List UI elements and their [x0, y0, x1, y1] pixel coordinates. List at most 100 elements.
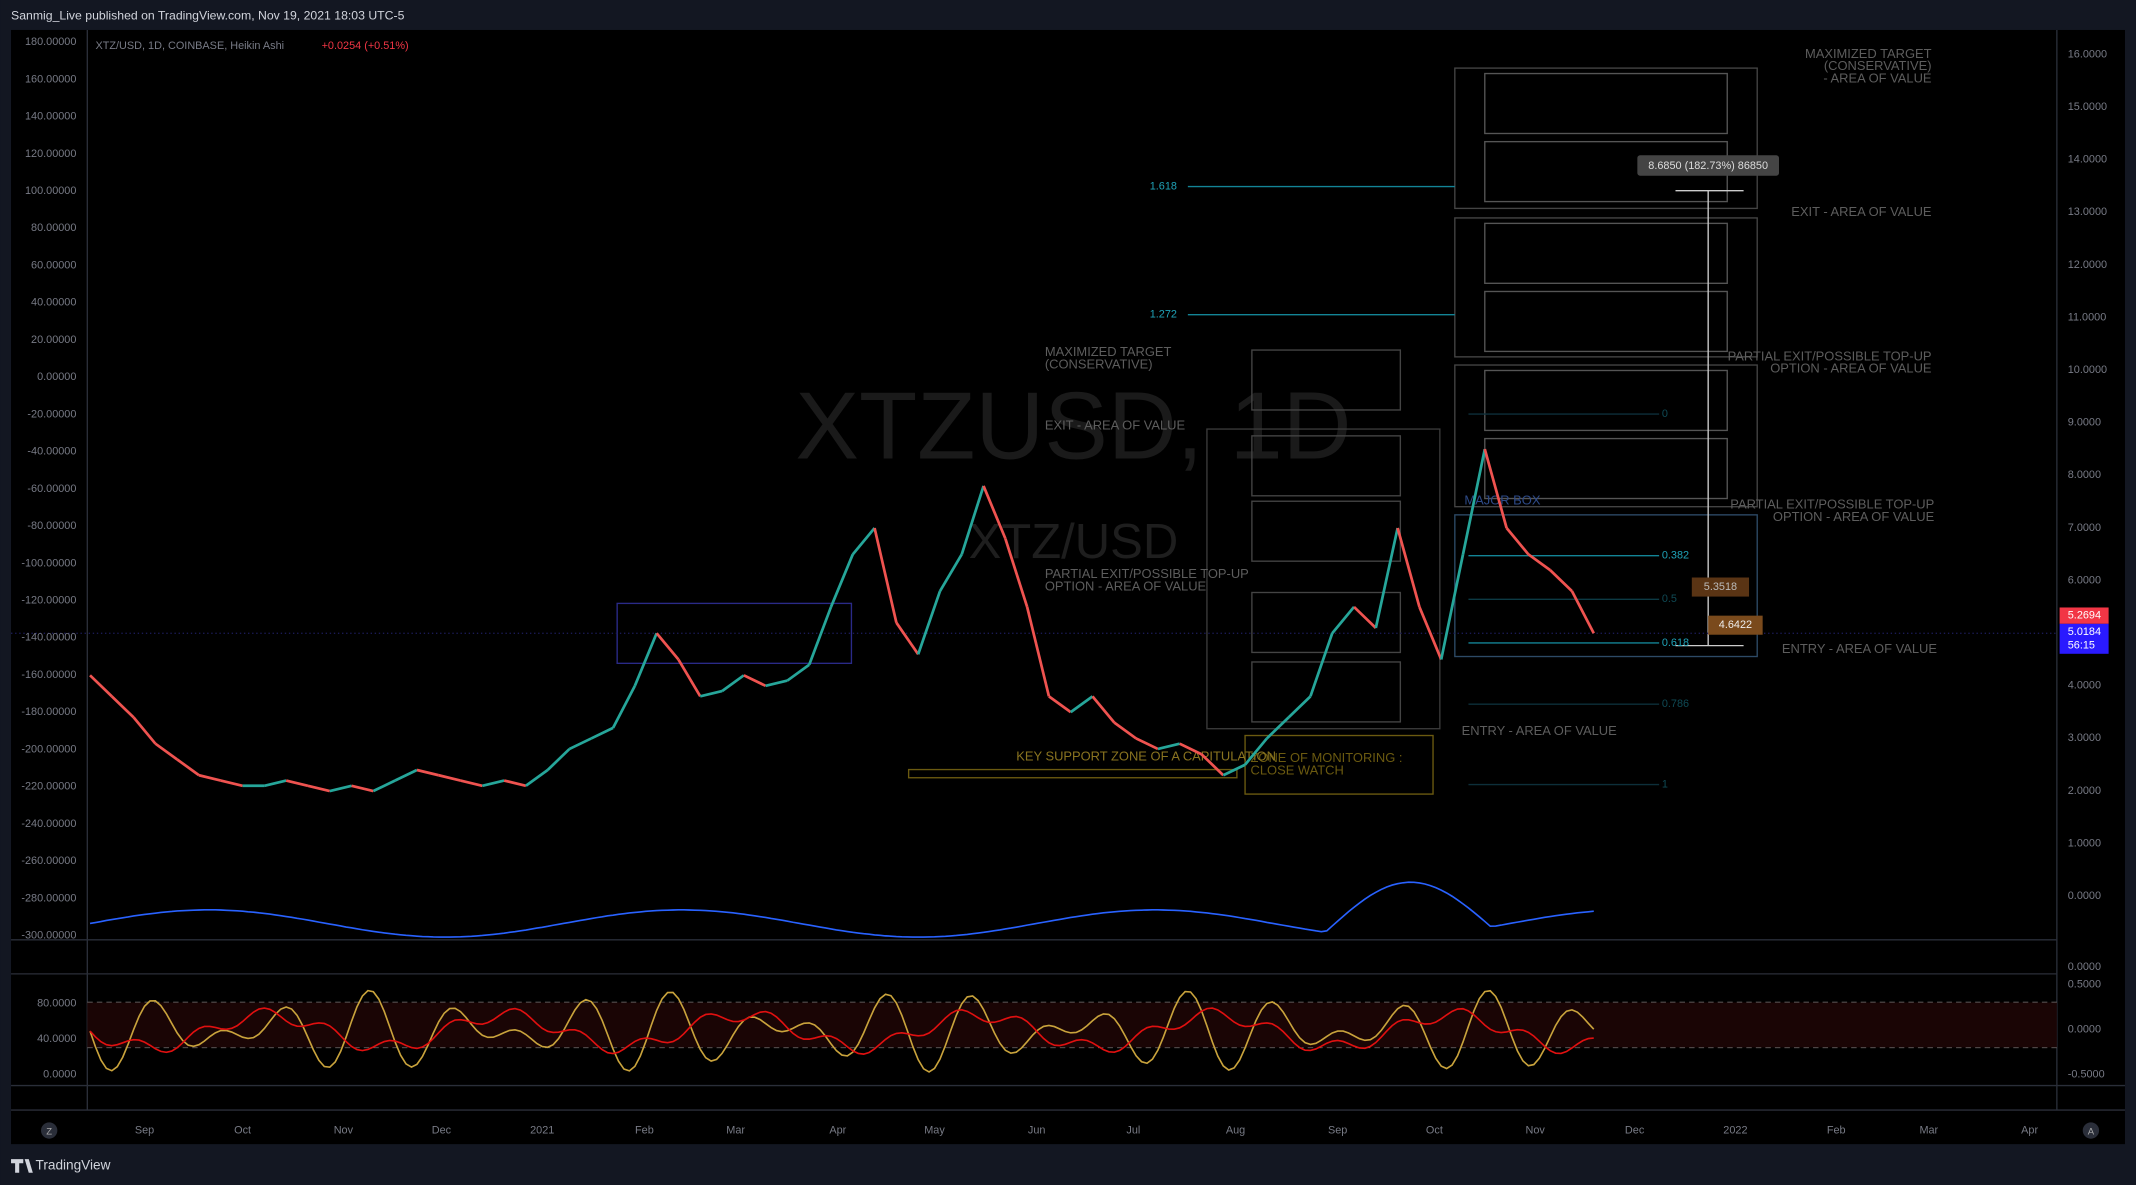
- left-axis-label: -280.00000: [21, 892, 76, 904]
- right-axis-label: 8.0000: [2068, 469, 2101, 481]
- left-axis-label: -200.00000: [21, 743, 76, 755]
- annotation: (CONSERVATIVE): [1045, 356, 1153, 371]
- legend-change: +0.0254 (+0.51%): [322, 40, 409, 52]
- right-axis-label: 3.0000: [2068, 732, 2101, 744]
- price-segment: [1113, 721, 1137, 740]
- price-segment: [460, 779, 483, 788]
- rsi-line: [89, 1007, 1594, 1055]
- price-segment: [1374, 527, 1399, 629]
- label-bg: [1708, 615, 1763, 635]
- price-segment: [1091, 695, 1116, 724]
- annotation: PARTIAL EXIT/POSSIBLE TOP-UP: [1730, 497, 1934, 512]
- right-axis-label: 2.0000: [2068, 785, 2101, 797]
- price-segment: [1331, 606, 1356, 635]
- header-title: Sanmig_Live published on TradingView.com…: [11, 9, 405, 23]
- right-axis-label: 12.0000: [2068, 259, 2107, 271]
- scale-button[interactable]: [2082, 1122, 2100, 1139]
- fib-label: 1.618: [1150, 180, 1177, 192]
- box: [616, 602, 853, 665]
- price-segment: [851, 527, 876, 556]
- time-axis-label: 2022: [1723, 1124, 1747, 1136]
- left-axis-label: 40.00000: [31, 297, 76, 309]
- price-segment: [1200, 753, 1225, 777]
- price-segment: [1244, 737, 1268, 766]
- left-axis-label: -260.00000: [21, 855, 76, 867]
- measure-label: 8.6850 (182.73%) 86850: [1648, 160, 1768, 172]
- price-segment: [829, 553, 855, 608]
- scale-button[interactable]: [41, 1122, 58, 1139]
- box: [1251, 435, 1402, 497]
- time-axis-label: Jul: [1126, 1124, 1140, 1136]
- indicator-left-label: 80.0000: [37, 998, 76, 1010]
- price-segment: [481, 779, 505, 788]
- right-axis-label: 4.0000: [2068, 680, 2101, 692]
- price-segment: [960, 485, 985, 555]
- right-axis-label: 10.0000: [2068, 364, 2107, 376]
- right-axis-label: 9.0000: [2068, 417, 2101, 429]
- footer-brand: TradingView: [36, 1158, 111, 1173]
- box: [1251, 500, 1402, 562]
- watermark: XTZ/USD: [969, 515, 1179, 569]
- scale-button-label[interactable]: A: [2088, 1126, 2095, 1137]
- price-segment: [1527, 553, 1551, 572]
- fib-label: 0.5: [1662, 593, 1677, 605]
- price-segment: [568, 737, 592, 751]
- time-axis-label: Nov: [1526, 1124, 1546, 1136]
- price-segment: [938, 553, 963, 592]
- price-segment: [285, 779, 309, 788]
- time-axis-label: Feb: [635, 1124, 654, 1136]
- price-segment: [525, 768, 549, 787]
- indicator-right-label: 0.0000: [2068, 961, 2101, 973]
- price-segment: [1418, 606, 1443, 661]
- left-axis-label: -160.00000: [21, 669, 76, 681]
- left-axis-label: 140.00000: [25, 111, 76, 123]
- time-axis-label: Oct: [234, 1124, 251, 1136]
- time-axis-label: Jun: [1028, 1124, 1046, 1136]
- time-axis-label: Dec: [1625, 1124, 1645, 1136]
- annotation: EXIT - AREA OF VALUE: [1791, 204, 1932, 219]
- price-label: 4.6422: [1719, 619, 1752, 631]
- price-segment: [1549, 569, 1573, 593]
- time-axis-label: Aug: [1226, 1124, 1245, 1136]
- price-segment: [655, 632, 680, 661]
- price-segment: [307, 784, 331, 793]
- price-segment: [721, 674, 745, 693]
- axes: 180.00000160.00000140.00000120.00000100.…: [21, 36, 2107, 1136]
- price-segment: [590, 726, 614, 740]
- price-segment: [394, 768, 418, 782]
- time-axis-label: May: [924, 1124, 945, 1136]
- price-label: 5.3518: [1704, 581, 1737, 593]
- annotation: (CONSERVATIVE): [1824, 58, 1932, 73]
- left-axis-label: -60.00000: [27, 483, 76, 495]
- indicator-left-label: 40.0000: [37, 1033, 76, 1045]
- left-axis-label: 20.00000: [31, 334, 76, 346]
- price-segment: [633, 632, 658, 687]
- price-segment: [1505, 527, 1530, 556]
- price-segment: [1265, 716, 1290, 740]
- annotation: PARTIAL EXIT/POSSIBLE TOP-UP: [1728, 348, 1932, 363]
- price-segment: [786, 663, 811, 682]
- right-axis-label: 11.0000: [2068, 311, 2107, 323]
- price-segment: [1179, 742, 1203, 756]
- time-axis-label: Feb: [1827, 1124, 1846, 1136]
- time-axis-label: Oct: [1426, 1124, 1443, 1136]
- price-segment: [1439, 554, 1465, 660]
- left-axis-label: -20.00000: [27, 408, 76, 420]
- left-axis-label: -220.00000: [21, 781, 76, 793]
- time-axis-label: Mar: [726, 1124, 745, 1136]
- price-segment: [416, 768, 440, 777]
- price-tag: [2059, 623, 2109, 654]
- box: [1206, 428, 1441, 730]
- right-axis-label: 15.0000: [2068, 101, 2107, 113]
- annotation: OPTION - AREA OF VALUE: [1770, 361, 1932, 376]
- scale-button-label[interactable]: Z: [46, 1126, 52, 1137]
- indicator-right-label: -0.5000: [2068, 1069, 2105, 1081]
- left-axis-label: 120.00000: [25, 148, 76, 160]
- right-axis-label: 7.0000: [2068, 522, 2101, 534]
- price-segment: [351, 784, 374, 793]
- annotation: MAXIMIZED TARGET: [1805, 46, 1932, 61]
- logo: [11, 1159, 33, 1173]
- box: [1484, 222, 1728, 284]
- right-axis-label: 6.0000: [2068, 574, 2101, 586]
